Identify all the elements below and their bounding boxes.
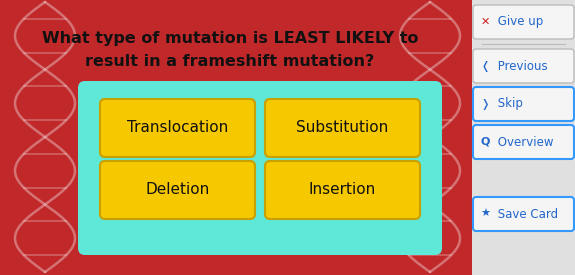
FancyBboxPatch shape xyxy=(473,197,574,231)
FancyBboxPatch shape xyxy=(473,125,574,159)
Text: Skip: Skip xyxy=(494,98,523,111)
Text: Translocation: Translocation xyxy=(127,120,228,136)
Text: Give up: Give up xyxy=(494,15,543,29)
Text: Previous: Previous xyxy=(494,59,547,73)
FancyBboxPatch shape xyxy=(473,49,574,83)
Text: Q: Q xyxy=(480,137,490,147)
Text: result in a frameshift mutation?: result in a frameshift mutation? xyxy=(85,54,375,70)
Text: What type of mutation is LEAST LIKELY to: What type of mutation is LEAST LIKELY to xyxy=(42,31,418,45)
FancyBboxPatch shape xyxy=(100,99,255,157)
Text: ❬: ❬ xyxy=(480,60,490,72)
FancyBboxPatch shape xyxy=(78,81,442,255)
FancyBboxPatch shape xyxy=(100,161,255,219)
FancyBboxPatch shape xyxy=(265,161,420,219)
Text: Insertion: Insertion xyxy=(309,183,376,197)
FancyBboxPatch shape xyxy=(472,0,575,275)
Text: ✕: ✕ xyxy=(480,17,490,27)
FancyBboxPatch shape xyxy=(473,5,574,39)
Text: ❭: ❭ xyxy=(480,98,490,109)
FancyBboxPatch shape xyxy=(265,99,420,157)
FancyBboxPatch shape xyxy=(473,87,574,121)
Text: Overview: Overview xyxy=(494,136,554,148)
Text: Substitution: Substitution xyxy=(296,120,389,136)
Text: Deletion: Deletion xyxy=(145,183,210,197)
Text: ★: ★ xyxy=(480,209,490,219)
Text: Save Card: Save Card xyxy=(494,208,558,221)
